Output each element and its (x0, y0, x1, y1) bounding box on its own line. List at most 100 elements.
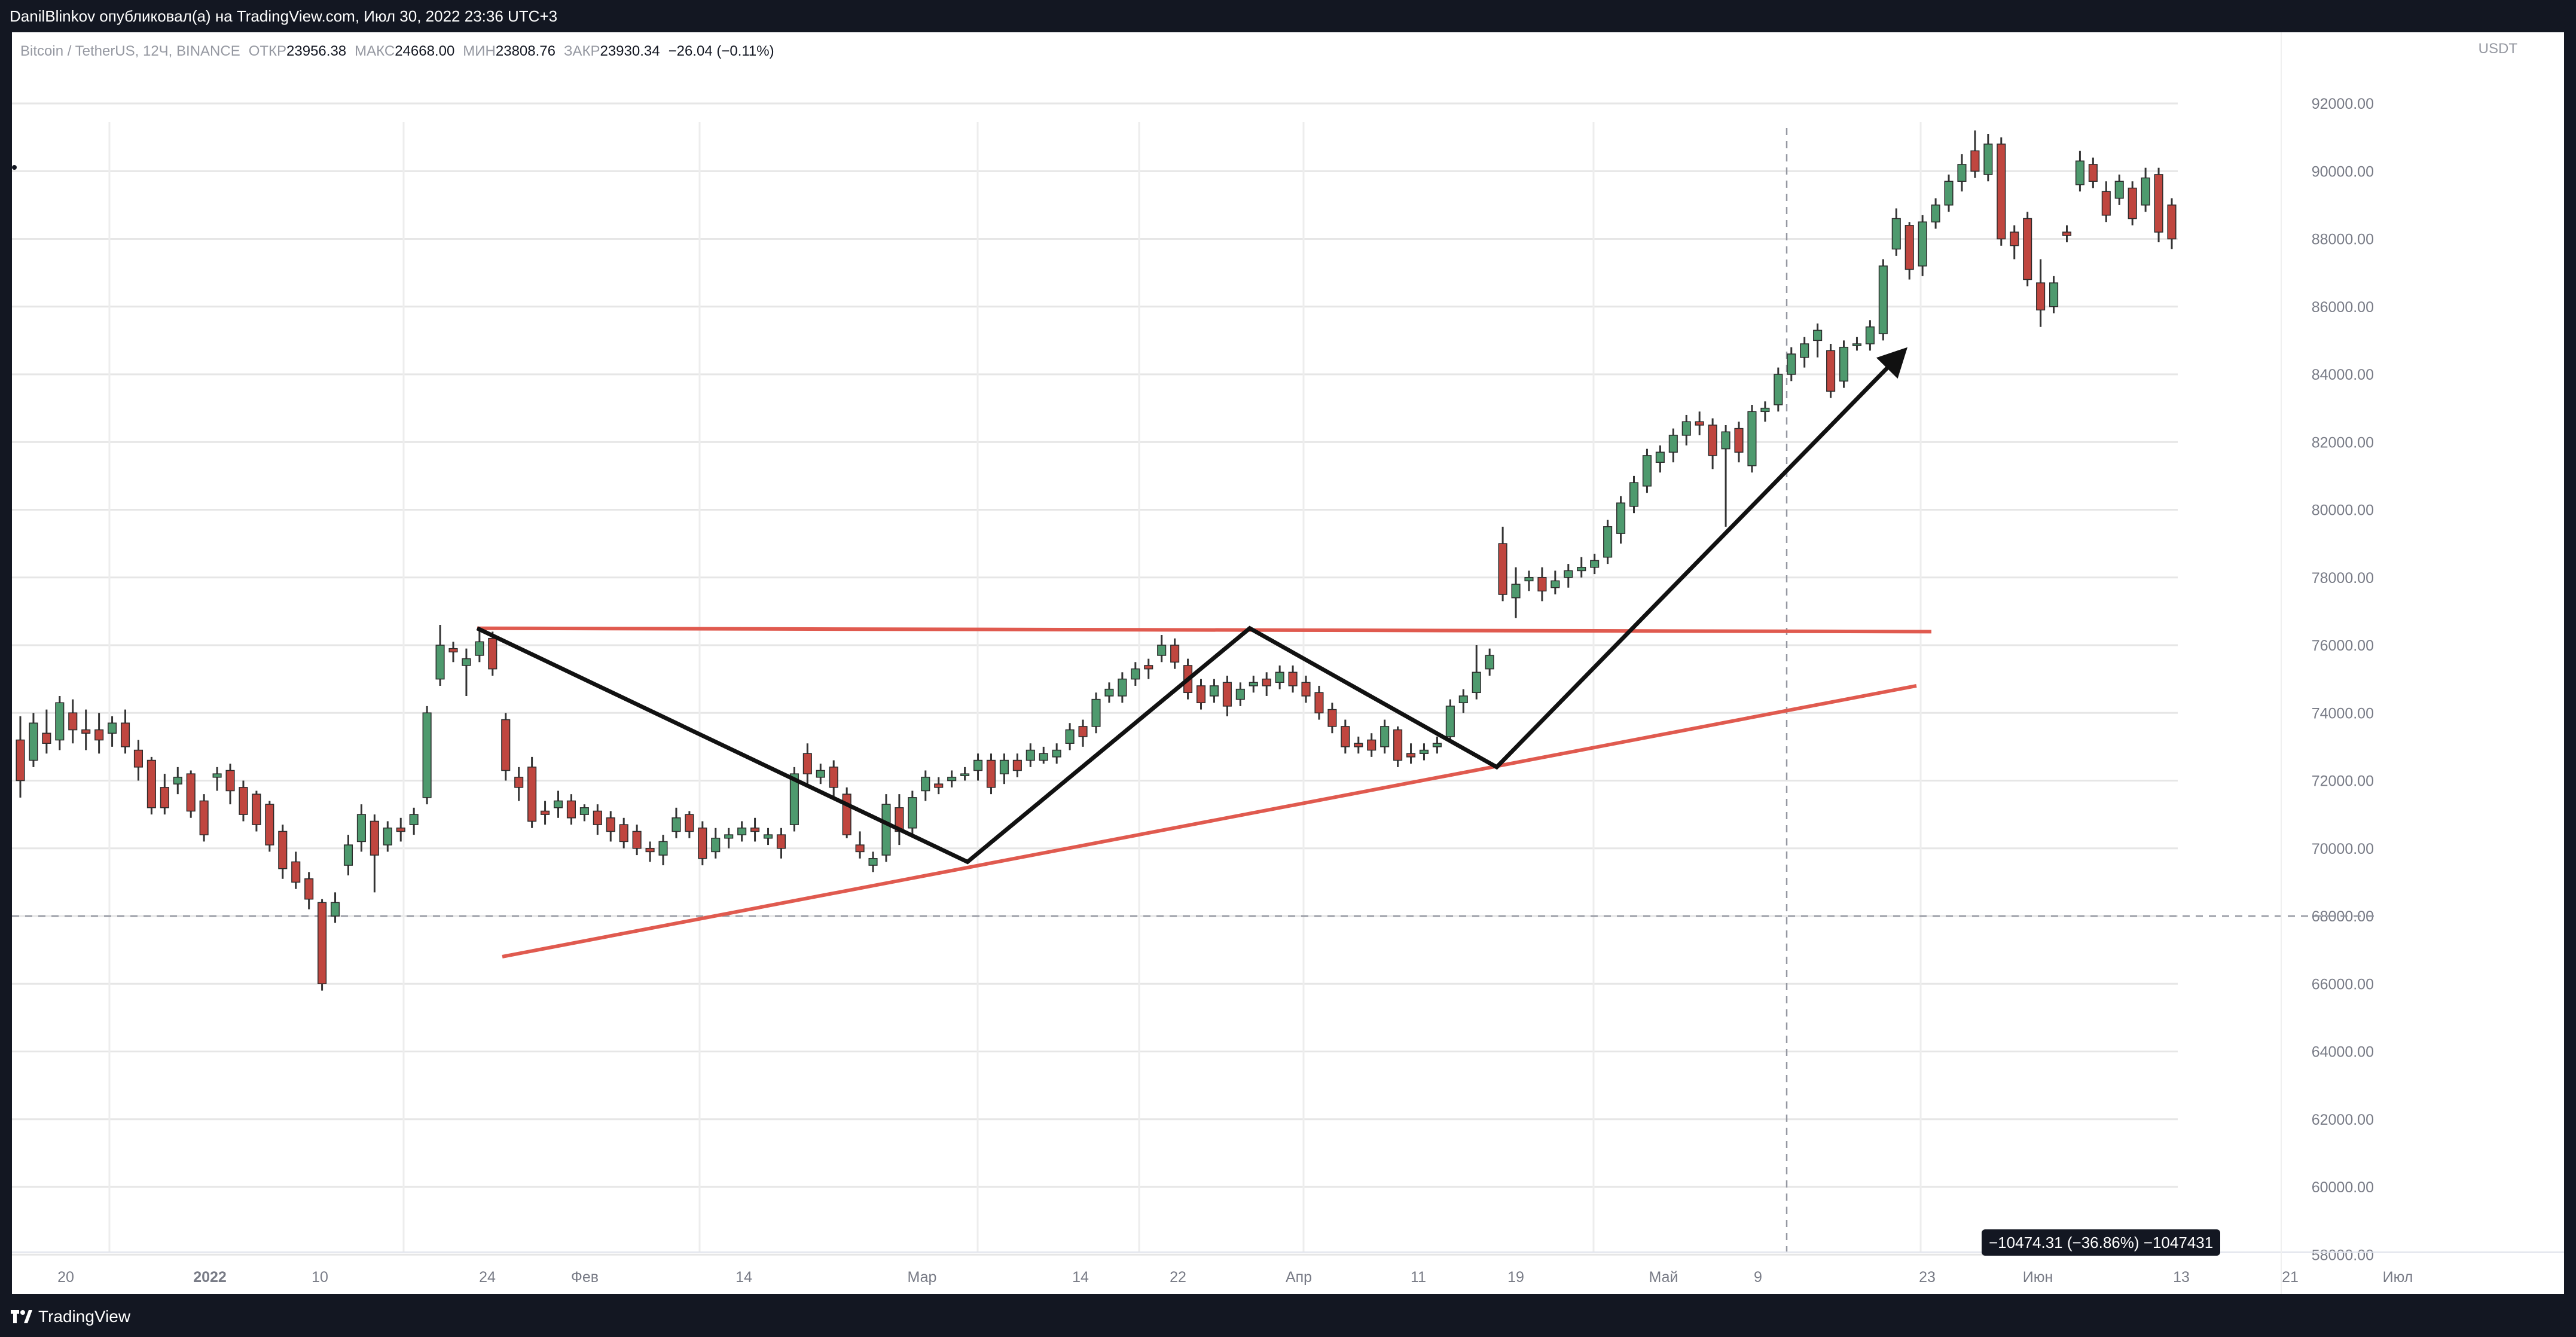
open-value: 23956.38 (286, 43, 347, 59)
candle-down (370, 820, 379, 856)
candle-down (1734, 428, 1744, 453)
candle-up (1721, 431, 1730, 450)
candle-up (1813, 329, 1823, 341)
candle-up (908, 797, 917, 829)
candle-up (1091, 698, 1101, 727)
candle-up (2114, 181, 2124, 199)
candle-up (1747, 411, 1757, 466)
candle-down (619, 824, 628, 843)
candle-down (448, 648, 458, 653)
price-tick-label: 66000.00 (2312, 976, 2374, 993)
candle-down (1262, 678, 1271, 686)
candle-down (252, 793, 261, 825)
footer-brand: TradingView (0, 1296, 2576, 1337)
candlestick-chart[interactable]: 92000.00 90000.00 88000.00 86000.00 84000.00… (12, 32, 2564, 1294)
candle-up (553, 800, 563, 808)
candle-up (108, 722, 117, 734)
candle-up (816, 770, 825, 778)
currency-label: USDT (2478, 41, 2517, 57)
candle-down (685, 814, 694, 832)
candle-up (1800, 343, 1809, 358)
candle-up (1275, 671, 1284, 683)
price-tick-label: 64000.00 (2312, 1044, 2374, 1061)
candle-up (1918, 221, 1927, 267)
candle-down (566, 800, 576, 819)
symbol-name: Bitcoin / TetherUS, 12Ч, BINANCE (20, 43, 240, 59)
candle-down (1708, 425, 1717, 456)
candle-down (1826, 350, 1836, 392)
candle-up (763, 834, 773, 839)
candle-up (343, 844, 353, 866)
candle-down (2088, 164, 2098, 182)
candle-up (212, 773, 222, 778)
low-value: 23808.76 (495, 43, 556, 59)
candle-up (960, 773, 970, 776)
time-tick-label: 21 (2282, 1269, 2299, 1286)
candle-up (1865, 326, 1875, 344)
time-tick-label: Мар (908, 1269, 937, 1286)
time-tick-label: Апр (1286, 1269, 1312, 1286)
candle-down (986, 759, 996, 788)
candle-down (1078, 726, 1088, 737)
candle-up (881, 804, 891, 856)
candle-down (160, 787, 169, 808)
candle-up (658, 841, 668, 856)
candle-up (1577, 567, 1586, 572)
candle-down (16, 739, 25, 782)
candle-down (698, 828, 707, 859)
time-tick-label: 14 (735, 1269, 752, 1286)
candle-down (934, 783, 944, 788)
candle-up (1052, 749, 1061, 758)
candle-up (1564, 570, 1573, 578)
price-tick-label: 74000.00 (2312, 705, 2374, 722)
candle-down (2062, 231, 2072, 236)
candle-up (1065, 729, 1075, 744)
candle-down (1301, 682, 1311, 697)
candle-up (435, 645, 445, 680)
candle-up (1839, 346, 1849, 382)
candle-down (1498, 543, 1507, 595)
candle-down (1695, 421, 1704, 426)
candle-down (1393, 729, 1403, 761)
support-trendline (502, 684, 1917, 959)
candle-down (2154, 174, 2163, 233)
candle-up (383, 828, 392, 845)
candle-up (1642, 455, 1652, 487)
candle-up (1432, 743, 1442, 747)
candle-up (55, 702, 65, 741)
candle-up (1511, 584, 1521, 599)
candle-down (2101, 191, 2111, 216)
candle-down (632, 831, 642, 849)
publish-info-bar: DanilBlinkov опубликовал(а) на TradingVi… (0, 0, 2576, 32)
candle-up (330, 902, 340, 917)
candle-down (1341, 726, 1350, 747)
candle-up (1104, 688, 1114, 697)
candle-down (1537, 577, 1547, 592)
time-tick-label: 22 (1170, 1269, 1186, 1286)
candle-down (1196, 685, 1206, 704)
price-tick-label: 78000.00 (2312, 570, 2374, 587)
brand-name: TradingView (38, 1307, 131, 1326)
candle-up (1445, 706, 1455, 737)
candle-up (789, 773, 799, 825)
time-tick-label: 10 (312, 1269, 328, 1286)
candle-up (1524, 577, 1534, 582)
candle-down (2036, 282, 2046, 311)
candle-up (1235, 688, 1245, 700)
candle-down (68, 712, 78, 731)
candle-down (146, 759, 156, 808)
candle-up (1760, 407, 1770, 413)
candle-up (711, 838, 721, 853)
candle-up (1603, 526, 1613, 558)
time-tick-label: 20 (57, 1269, 74, 1286)
chart-pane[interactable]: 92000.00 90000.00 88000.00 86000.00 84000.00… (12, 32, 2564, 1294)
candle-up (422, 712, 432, 798)
candle-up (1944, 181, 1954, 206)
candle-down (304, 878, 314, 900)
zigzag-path (476, 362, 1893, 865)
candle-up (1118, 678, 1127, 697)
candle-down (94, 729, 104, 741)
candle-down (645, 848, 655, 853)
candle-down (541, 810, 550, 815)
candle-down (186, 773, 196, 812)
